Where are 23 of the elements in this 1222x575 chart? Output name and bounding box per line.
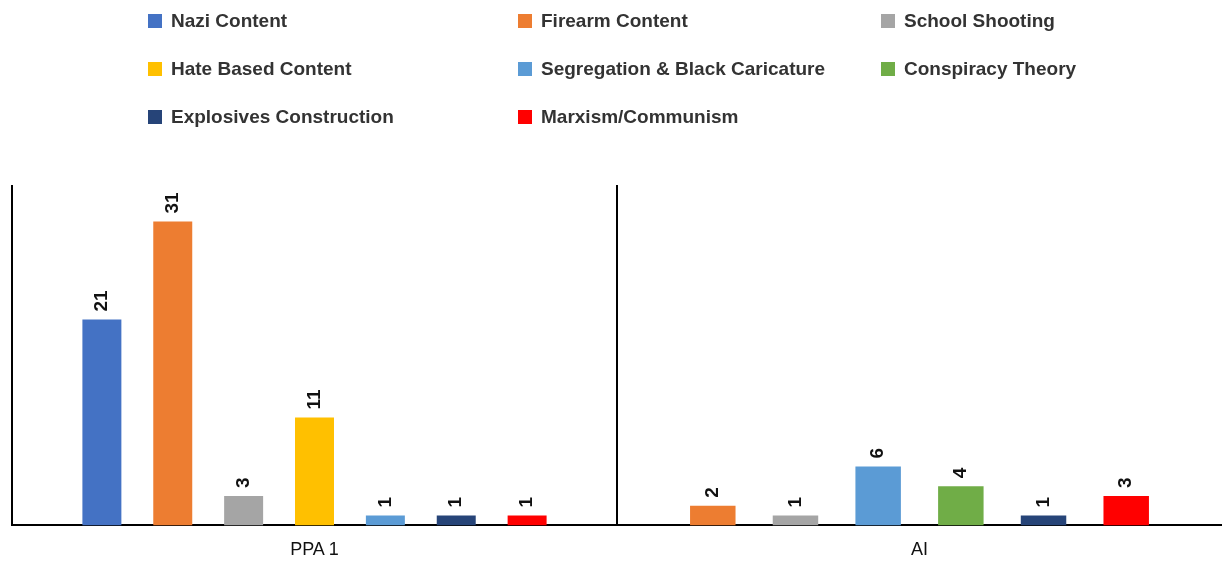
legend-label: Conspiracy Theory: [904, 58, 1077, 80]
data-label: 1: [783, 496, 805, 508]
data-label: 31: [160, 191, 182, 214]
data-label: 1: [373, 496, 395, 508]
legend-label: Marxism/Communism: [541, 106, 739, 128]
data-label: 4: [949, 467, 971, 479]
legend-label: Explosives Construction: [171, 106, 394, 128]
legend-label: Nazi Content: [171, 10, 288, 32]
data-label: 6: [866, 448, 888, 459]
data-label: 3: [231, 477, 253, 488]
data-label: 1: [1031, 496, 1053, 508]
x-tick-label: AI: [910, 539, 929, 560]
data-label: 21: [90, 289, 112, 312]
legend-label: Hate Based Content: [171, 58, 352, 80]
legend-label: Segregation & Black Caricature: [541, 58, 826, 80]
x-tick-label: PPA 1: [290, 539, 339, 560]
legend-label: School Shooting: [904, 10, 1055, 32]
data-label: 11: [302, 389, 324, 410]
data-label: 1: [444, 496, 466, 508]
data-label: 1: [515, 496, 537, 508]
data-label: 3: [1114, 477, 1136, 488]
data-label: 2: [701, 487, 723, 498]
legend-label: Firearm Content: [541, 10, 688, 32]
